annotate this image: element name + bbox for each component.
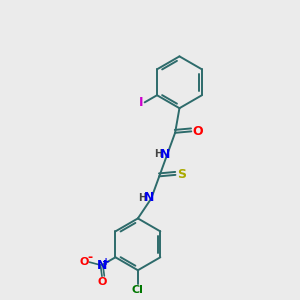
Text: O: O [97,277,107,287]
Text: +: + [102,256,110,266]
Text: N: N [97,259,107,272]
Text: O: O [79,257,89,267]
Text: N: N [144,191,154,204]
Text: H: H [138,193,146,203]
Text: I: I [139,96,143,109]
Text: N: N [159,148,170,161]
Text: -: - [87,250,92,264]
Text: Cl: Cl [132,285,144,296]
Text: O: O [193,125,203,138]
Text: H: H [154,149,162,159]
Text: S: S [177,168,186,182]
